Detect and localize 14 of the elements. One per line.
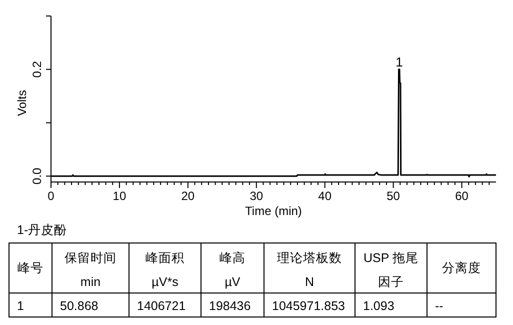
text: 1-丹皮酚 [17, 223, 68, 237]
x-axis-title: Time (min) [245, 204, 302, 218]
annotation: 1 [396, 54, 403, 70]
x-tick-label: 30 [250, 189, 264, 203]
x-tick-label: 40 [318, 189, 332, 203]
y-tick-label: 0.0 [30, 167, 44, 184]
y-axis-title: Volts [15, 90, 29, 116]
y-tick-label: 0.2 [30, 60, 44, 78]
x-tick-label: 50 [386, 189, 400, 203]
x-tick-label: 0 [48, 189, 55, 203]
x-tick-label: 60 [455, 189, 469, 203]
x-tick-label: 10 [112, 189, 126, 203]
table: 峰号 保留时间 min 峰面积 µV*s 峰高 µV 理论塔板数 N USP 拖尾 因子 分离度 1 50.868 1406721 198436 1045971.853 1.093 -- [8, 242, 496, 318]
x-tick-label: 20 [181, 189, 195, 203]
